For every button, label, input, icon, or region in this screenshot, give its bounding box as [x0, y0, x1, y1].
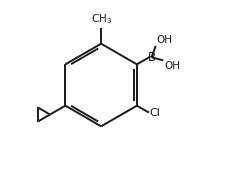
Text: B: B	[148, 51, 156, 64]
Text: Cl: Cl	[150, 108, 160, 118]
Text: OH: OH	[156, 35, 172, 45]
Text: OH: OH	[164, 61, 180, 71]
Text: CH$_3$: CH$_3$	[91, 13, 112, 26]
